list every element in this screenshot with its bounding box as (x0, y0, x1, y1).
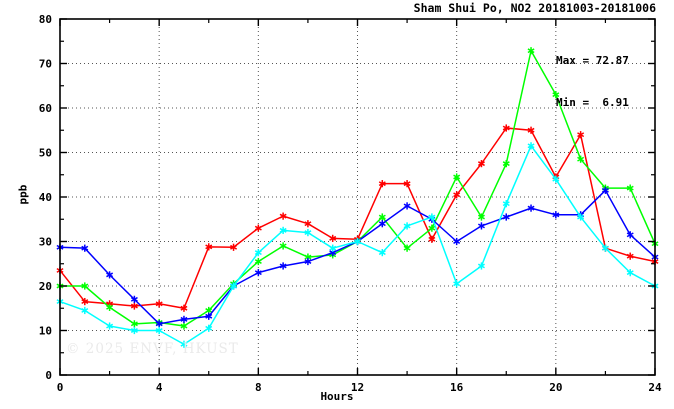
x-axis-label: Hours (320, 390, 354, 403)
svg-text:70: 70 (39, 58, 52, 71)
page-title: Sham Shui Po, NO2 20181003-20181006 (413, 1, 656, 15)
data-series-layer (56, 47, 659, 348)
svg-text:80: 80 (39, 13, 52, 26)
axis-tick-labels: 0 4 8 12 16 20 24 0 10 20 30 40 50 60 70 80 (39, 13, 662, 394)
svg-text:4: 4 (156, 381, 163, 394)
svg-text:0: 0 (57, 381, 64, 394)
svg-text:40: 40 (39, 191, 52, 204)
svg-text:0: 0 (45, 369, 52, 382)
svg-text:50: 50 (39, 147, 52, 160)
svg-text:12: 12 (351, 381, 364, 394)
svg-text:20: 20 (549, 381, 562, 394)
svg-text:8: 8 (255, 381, 262, 394)
y-axis-label: ppb (16, 184, 30, 205)
svg-text:30: 30 (39, 236, 52, 249)
gridlines (60, 19, 655, 375)
svg-text:24: 24 (648, 381, 662, 394)
svg-text:60: 60 (39, 102, 52, 115)
svg-text:10: 10 (39, 325, 52, 338)
min-value-label: Min = 6.91 (556, 96, 629, 109)
axis-ticks (59, 18, 656, 376)
svg-text:16: 16 (450, 381, 464, 394)
max-value-label: Max = 72.87 (556, 54, 629, 67)
stats-annotation: Max = 72.87 Min = 6.91 (556, 26, 629, 138)
svg-text:20: 20 (39, 280, 52, 293)
